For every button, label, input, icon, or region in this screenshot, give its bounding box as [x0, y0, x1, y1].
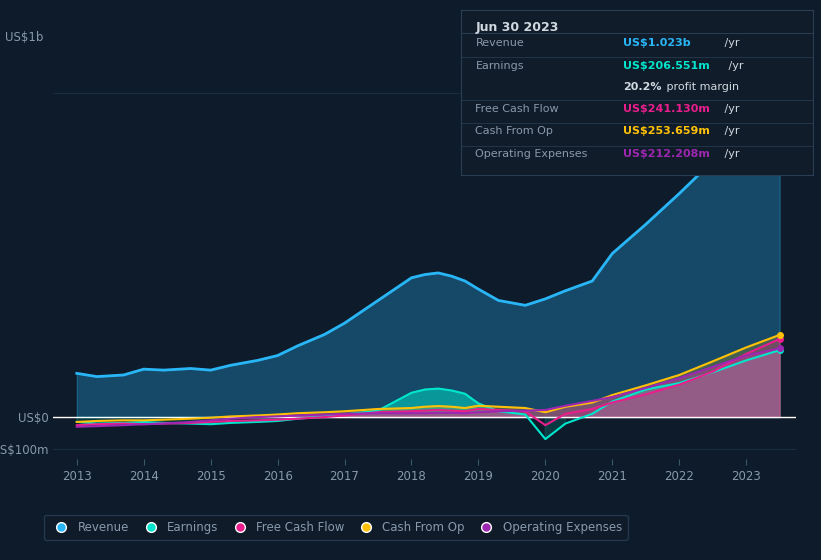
Text: /yr: /yr [725, 60, 744, 71]
Text: Cash From Op: Cash From Op [475, 126, 553, 136]
Text: Jun 30 2023: Jun 30 2023 [475, 21, 559, 34]
Text: /yr: /yr [722, 104, 740, 114]
Text: 20.2%: 20.2% [623, 82, 662, 92]
Text: US$212.208m: US$212.208m [623, 149, 710, 159]
Legend: Revenue, Earnings, Free Cash Flow, Cash From Op, Operating Expenses: Revenue, Earnings, Free Cash Flow, Cash … [44, 515, 628, 539]
Text: /yr: /yr [722, 38, 740, 48]
Text: profit margin: profit margin [663, 82, 740, 92]
Text: Revenue: Revenue [475, 38, 524, 48]
Text: Operating Expenses: Operating Expenses [475, 149, 588, 159]
Text: US$1.023b: US$1.023b [623, 38, 690, 48]
Text: Earnings: Earnings [475, 60, 524, 71]
Text: US$253.659m: US$253.659m [623, 126, 710, 136]
Text: Free Cash Flow: Free Cash Flow [475, 104, 559, 114]
Text: US$1b: US$1b [5, 31, 44, 44]
Text: US$206.551m: US$206.551m [623, 60, 710, 71]
Text: /yr: /yr [722, 126, 740, 136]
Text: /yr: /yr [722, 149, 740, 159]
Text: US$241.130m: US$241.130m [623, 104, 710, 114]
